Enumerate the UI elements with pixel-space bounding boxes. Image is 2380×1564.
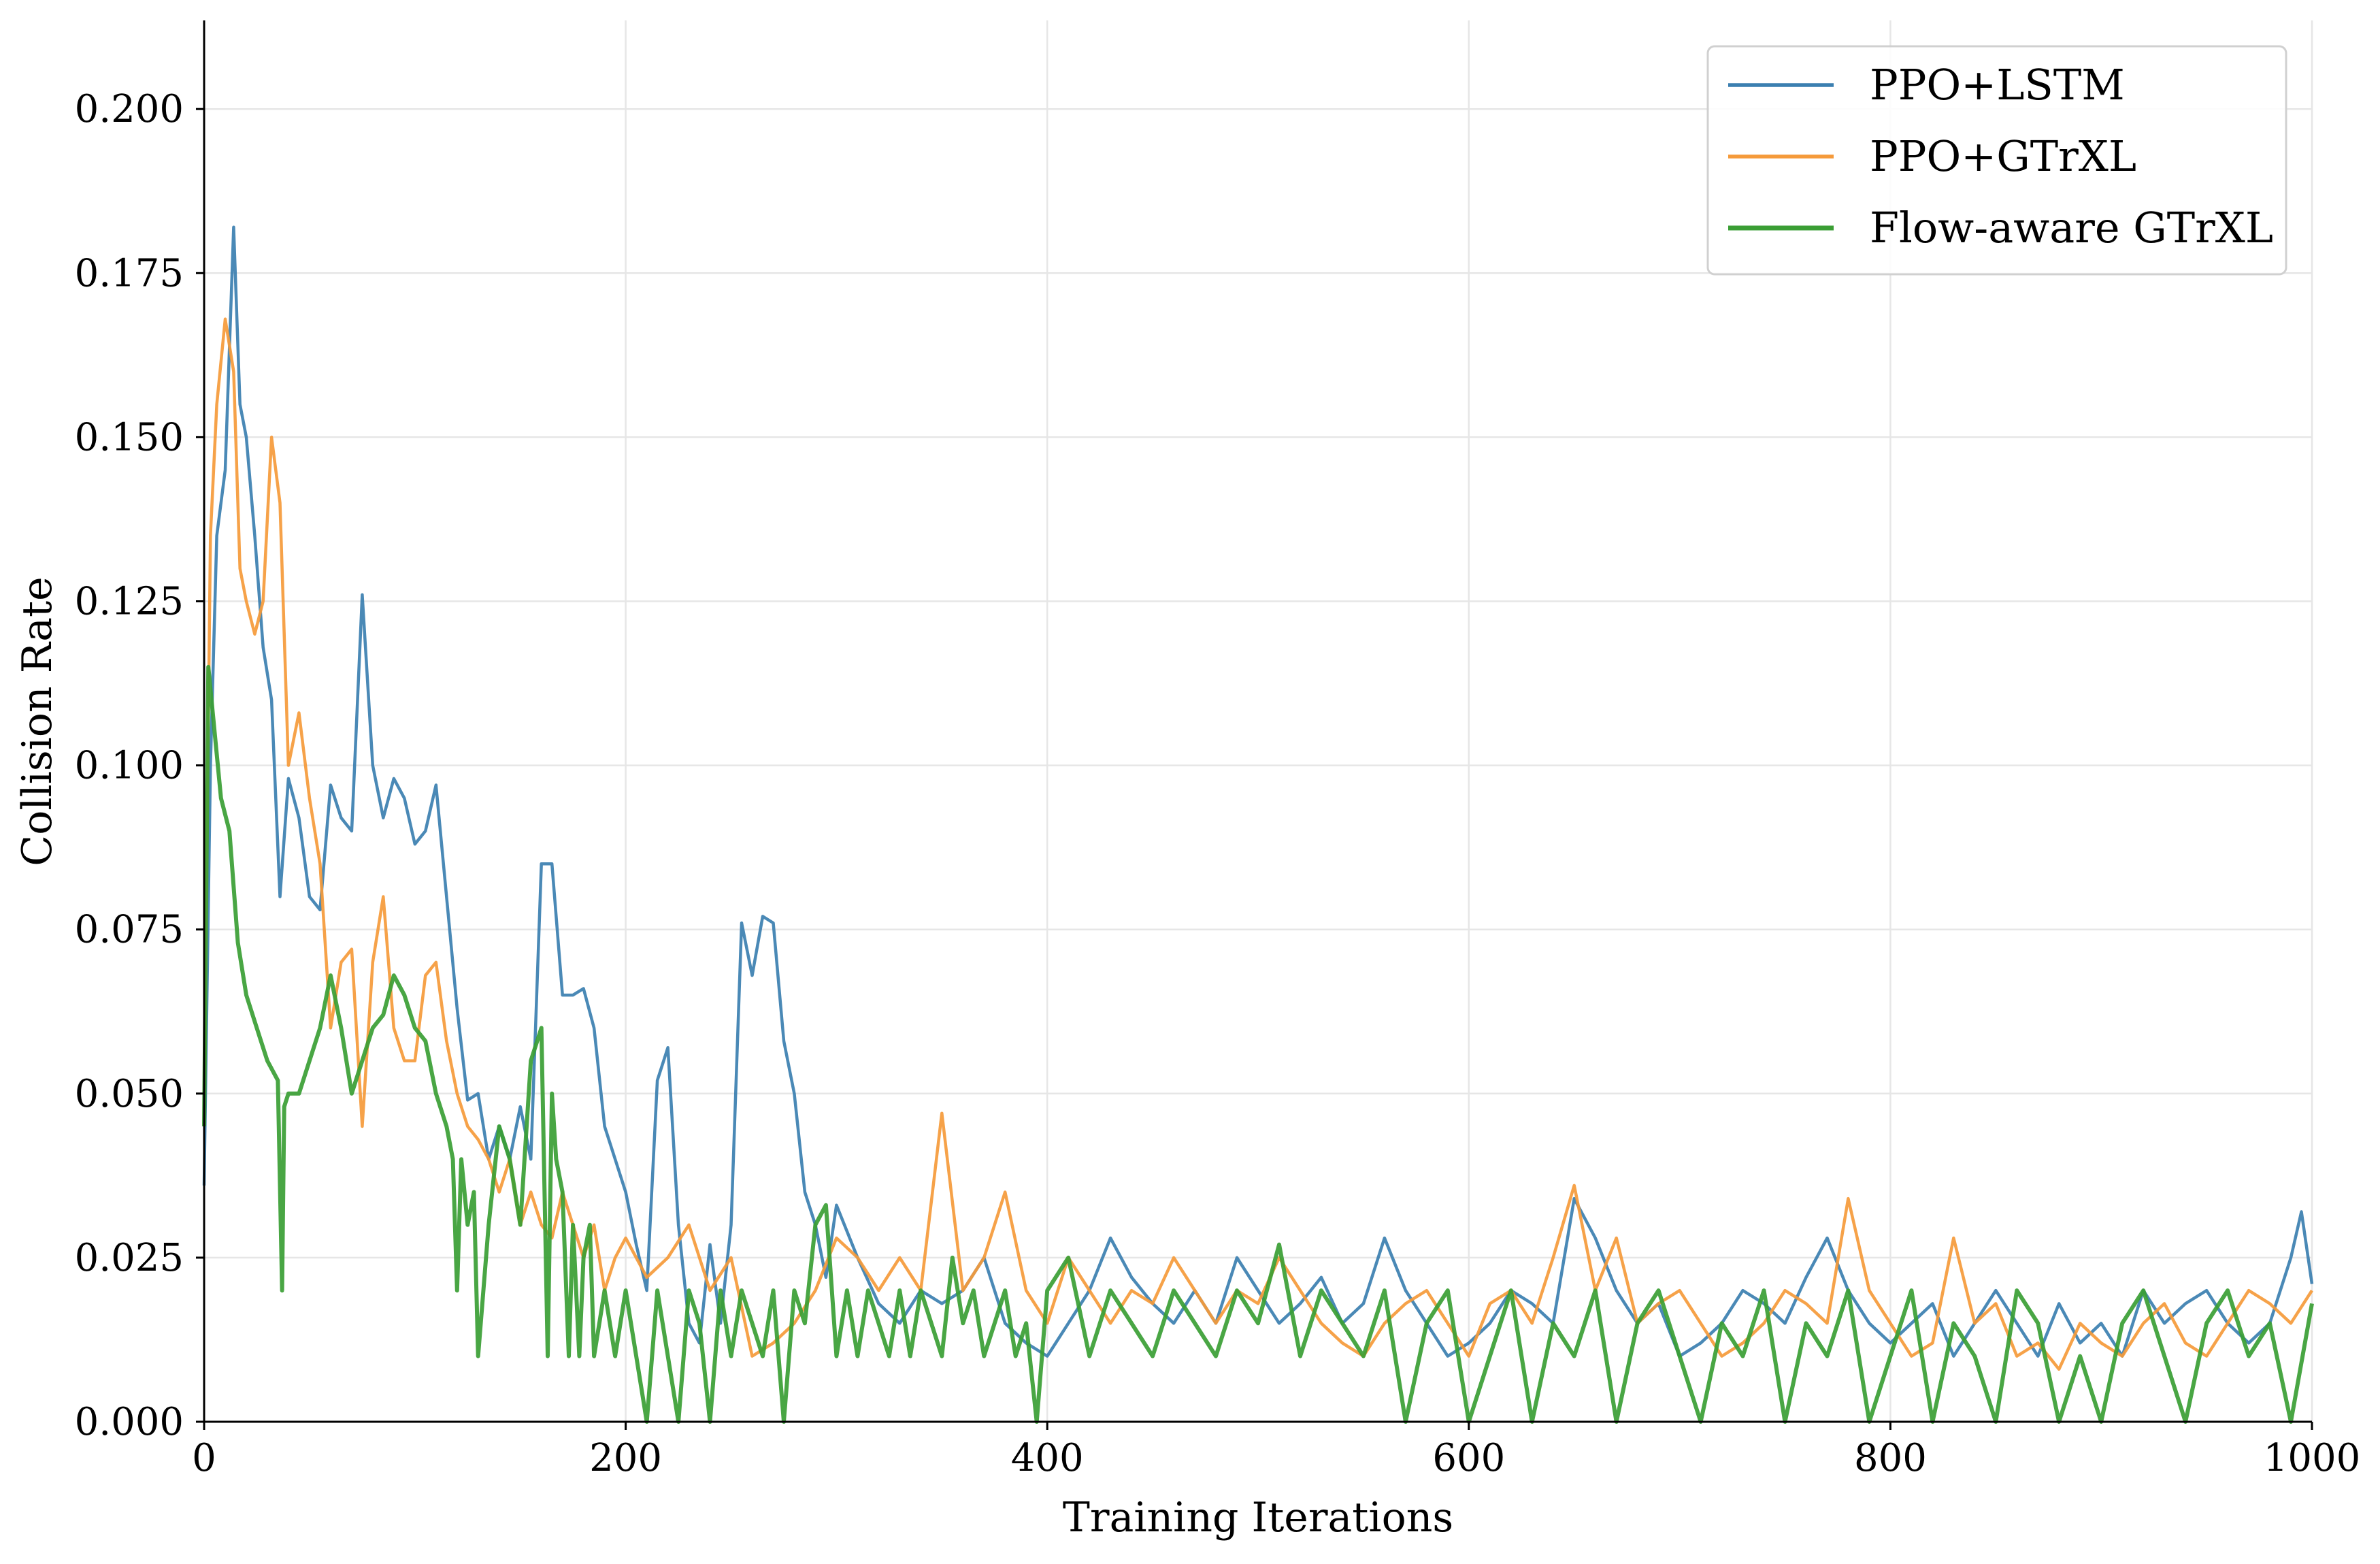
axes — [203, 20, 2312, 1423]
y-tick-label: 0.025 — [75, 1236, 184, 1280]
x-tick-label: 1000 — [2264, 1436, 2361, 1480]
y-tick-label: 0.000 — [75, 1400, 184, 1444]
legend-label: Flow-aware GTrXL — [1870, 203, 2273, 252]
x-tick-label: 200 — [589, 1436, 662, 1480]
x-tick-label: 0 — [192, 1436, 216, 1480]
series-line-ppo-gtrxl — [202, 317, 2313, 1371]
x-tick-label: 800 — [1854, 1436, 1927, 1480]
series-lines — [202, 225, 2314, 1424]
x-tick-label: 600 — [1432, 1436, 1505, 1480]
legend-label: PPO+LSTM — [1870, 60, 2125, 110]
x-axis-ticks: 0 200 400 600 800 1000 — [192, 1422, 2360, 1480]
y-tick-label: 0.125 — [75, 579, 184, 623]
y-tick-label: 0.175 — [75, 251, 184, 295]
y-tick-label: 0.100 — [75, 744, 184, 788]
legend-box — [1706, 45, 2287, 276]
series-line-flow-aware-gtrxl — [202, 664, 2314, 1424]
y-tick-label: 0.150 — [75, 415, 184, 459]
y-tick-label: 0.075 — [75, 908, 184, 952]
legend-label: PPO+GTrXL — [1870, 131, 2136, 181]
y-axis-title: Collision Rate — [14, 576, 61, 866]
y-tick-label: 0.200 — [75, 87, 184, 131]
legend: PPO+LSTM PPO+GTrXL Flow-aware GTrXL — [1706, 45, 2287, 276]
grid-lines — [203, 20, 2313, 1423]
y-axis-ticks: 0.000 0.025 0.050 0.075 0.100 0.125 0.150 0.175… — [75, 87, 204, 1444]
x-axis-title: Training Iterations — [1063, 1494, 1453, 1542]
x-tick-label: 400 — [1011, 1436, 1084, 1480]
y-tick-label: 0.050 — [75, 1072, 184, 1116]
